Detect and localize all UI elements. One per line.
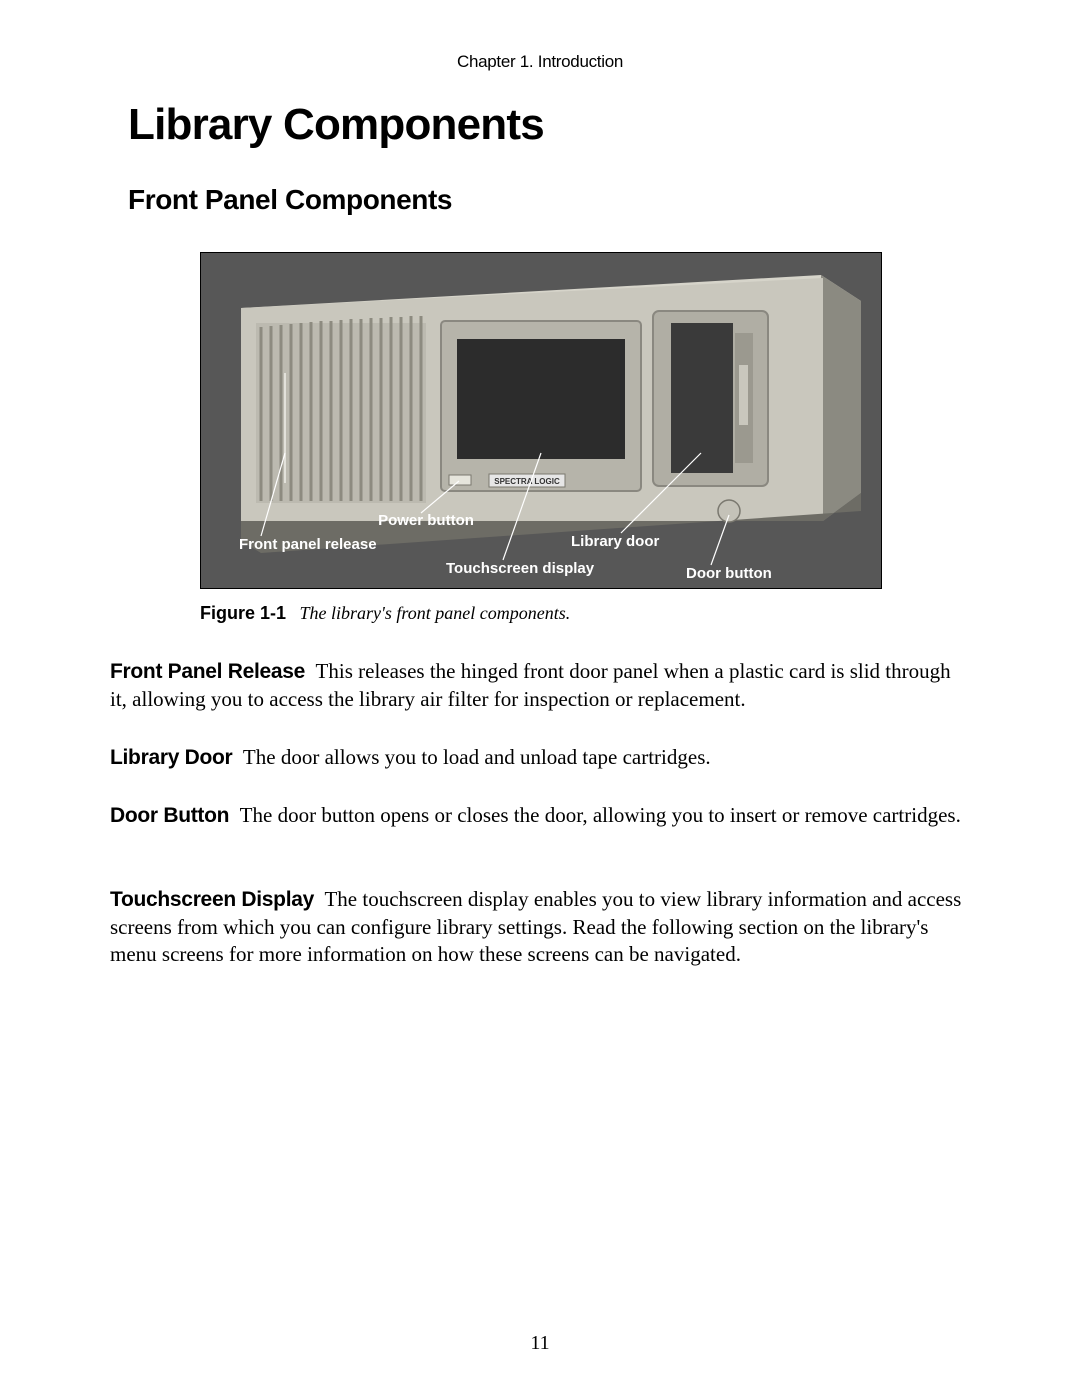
device-illustration: SPECTRA LOGIC [201, 253, 881, 588]
section-subtitle: Front Panel Components [128, 184, 452, 216]
body-library-door: The door allows you to load and unload t… [243, 745, 711, 769]
label-front-panel-release: Front panel release [239, 536, 377, 553]
page-title: Library Components [128, 100, 544, 150]
chapter-header: Chapter 1. Introduction [0, 52, 1080, 72]
para-front-panel-release: Front Panel Release This releases the hi… [110, 658, 970, 713]
figure-caption-label: Figure 1-1 [200, 603, 286, 623]
runin-library-door: Library Door [110, 746, 232, 769]
label-power-button: Power button [378, 512, 474, 529]
body-door-button: The door button opens or closes the door… [240, 803, 961, 827]
logo-text: SPECTRA LOGIC [494, 477, 560, 486]
figure-caption-text: The library's front panel components. [300, 603, 571, 623]
label-door-button: Door button [686, 565, 772, 582]
para-touchscreen-display: Touchscreen Display The touchscreen disp… [110, 886, 970, 968]
vent-grille [256, 316, 426, 503]
para-library-door: Library Door The door allows you to load… [110, 744, 970, 772]
door-button-shape [718, 500, 740, 522]
figure-image: SPECTRA LOGIC [200, 252, 882, 589]
label-library-door: Library door [571, 533, 660, 550]
para-door-button: Door Button The door button opens or clo… [110, 802, 970, 830]
library-door [653, 311, 768, 486]
page-number: 11 [0, 1332, 1080, 1355]
runin-touchscreen-display: Touchscreen Display [110, 888, 314, 911]
figure-1-1: SPECTRA LOGIC [200, 252, 880, 624]
document-page: Chapter 1. Introduction Library Componen… [0, 0, 1080, 1397]
runin-front-panel-release: Front Panel Release [110, 660, 305, 683]
label-touchscreen-display: Touchscreen display [446, 560, 595, 577]
device-side [821, 275, 861, 521]
power-button-shape [449, 475, 471, 485]
runin-door-button: Door Button [110, 804, 229, 827]
figure-caption: Figure 1-1 The library's front panel com… [200, 603, 880, 624]
touchscreen: SPECTRA LOGIC [441, 321, 641, 491]
